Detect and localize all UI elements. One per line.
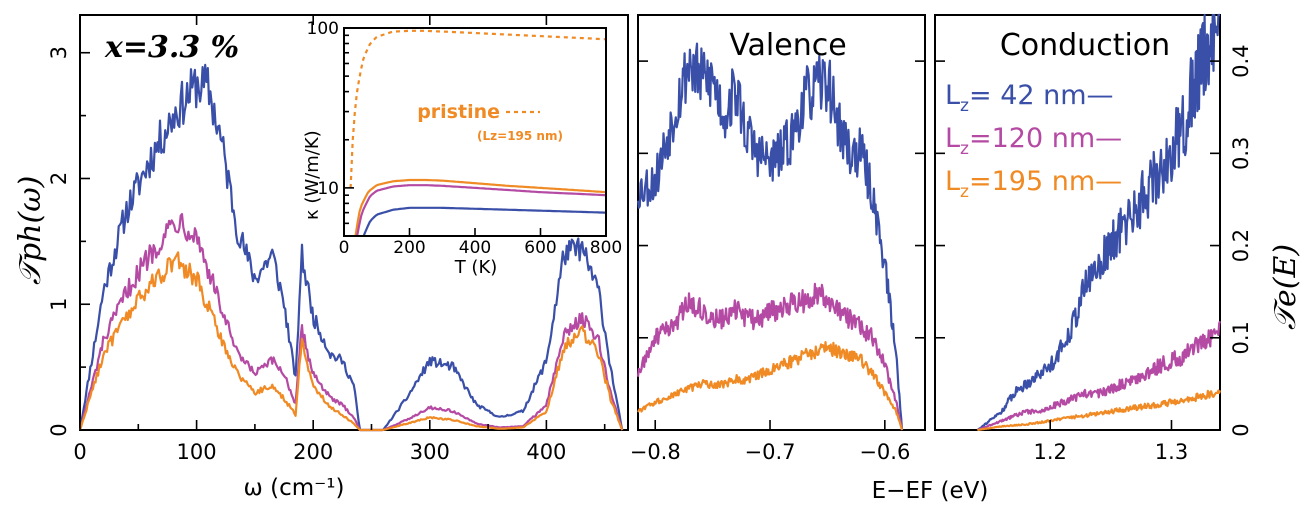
energy-x-axis-label: E−EF (eV) — [872, 478, 989, 504]
inset-series-orange-pristine — [349, 29, 607, 188]
phonon-x-tick-label: 400 — [526, 440, 566, 464]
pristine-sub-label: (Lz=195 nm) — [477, 129, 563, 143]
inset-x-tick-label: 200 — [393, 238, 425, 258]
valence-curves — [636, 42, 904, 431]
inset-x-tick-label: 600 — [524, 238, 556, 258]
conduction-y-tick-label: 0.2 — [1229, 229, 1253, 262]
valence-x-tick-label: −0.6 — [859, 440, 910, 464]
conduction-x-tick-label: 1.3 — [1155, 440, 1188, 464]
conduction-panel-frame — [934, 14, 1221, 431]
phonon-x-tick-label: 200 — [293, 440, 333, 464]
valence-x-tick-label: −0.7 — [745, 440, 796, 464]
valence-series-blue — [636, 42, 904, 431]
inset-series-orange — [354, 178, 607, 237]
concentration-annotation: x=3.3 % — [104, 30, 239, 65]
conduction-y-tick-label: 0.3 — [1229, 137, 1253, 170]
inset-curves — [349, 29, 607, 237]
conduction-y-tick-label: 0 — [1229, 423, 1253, 436]
valence-series-magenta — [636, 282, 904, 431]
legend-entry-magenta: Lz=120 nm— — [945, 123, 1122, 159]
phonon-series-blue — [78, 63, 624, 432]
inset-series-blue — [362, 206, 606, 237]
inset-x-tick-label: 0 — [339, 238, 350, 258]
conduction-axes: 1.2 1.3 0 0.1 0.2 0.3 0.4 — [935, 44, 1253, 464]
valence-x-tick-label: −0.8 — [630, 440, 681, 464]
conduction-series-magenta — [977, 320, 1222, 432]
inset-x-tick-label: 800 — [590, 238, 622, 258]
phonon-series-orange — [78, 251, 624, 432]
phonon-x-tick-label: 100 — [177, 440, 217, 464]
phonon-x-tick-label: 300 — [410, 440, 450, 464]
inset-y-tick-label: 100 — [307, 19, 339, 39]
inset-axes: 0 200 400 600 800 10 100 — [307, 19, 623, 258]
inset-background — [344, 28, 606, 236]
inset-x-tick-label: 400 — [459, 238, 491, 258]
pristine-label: pristine — [417, 101, 500, 123]
valence-title: Valence — [729, 28, 846, 63]
phonon-y-tick-label: 2 — [47, 172, 71, 185]
inset-series-magenta — [356, 184, 607, 237]
valence-series-orange — [637, 341, 904, 431]
legend-entry-orange: Lz=195 nm— — [945, 166, 1122, 202]
legend-entry-blue: Lz= 42 nm— — [945, 80, 1114, 116]
conduction-y-tick-label: 0.1 — [1229, 321, 1253, 354]
inset-y-axis-label: κ (W/m/K) — [302, 130, 323, 220]
phonon-y-tick-label: 3 — [47, 46, 71, 59]
valence-panel-frame — [637, 14, 926, 431]
conduction-title: Conduction — [1000, 28, 1170, 63]
inset-y-tick-label: 10 — [317, 179, 339, 199]
phonon-y-tick-label: 0 — [47, 423, 71, 436]
phonon-series-magenta — [78, 213, 624, 432]
phonon-curves — [78, 63, 624, 432]
conduction-y-axis-label: 𝒯e(E) — [1268, 244, 1303, 330]
phonon-panel-frame — [79, 14, 629, 431]
conduction-series-blue — [976, 13, 1221, 431]
conduction-x-tick-label: 1.2 — [1034, 440, 1067, 464]
conduction-series-orange — [977, 389, 1222, 432]
phonon-y-tick-label: 1 — [47, 298, 71, 311]
legend: Lz= 42 nm— Lz=120 nm— Lz=195 nm— — [945, 80, 1122, 202]
valence-axes: −0.8 −0.7 −0.6 — [630, 60, 925, 464]
phonon-x-tick-label: 0 — [73, 440, 86, 464]
conduction-y-tick-label: 0.4 — [1229, 44, 1253, 77]
phonon-x-axis-label: ω (cm⁻¹) — [244, 475, 345, 501]
phonon-y-axis-label: 𝒯ph(ω) — [13, 176, 48, 285]
inset-x-axis-label: T (K) — [454, 257, 498, 278]
conduction-curves — [976, 13, 1222, 432]
